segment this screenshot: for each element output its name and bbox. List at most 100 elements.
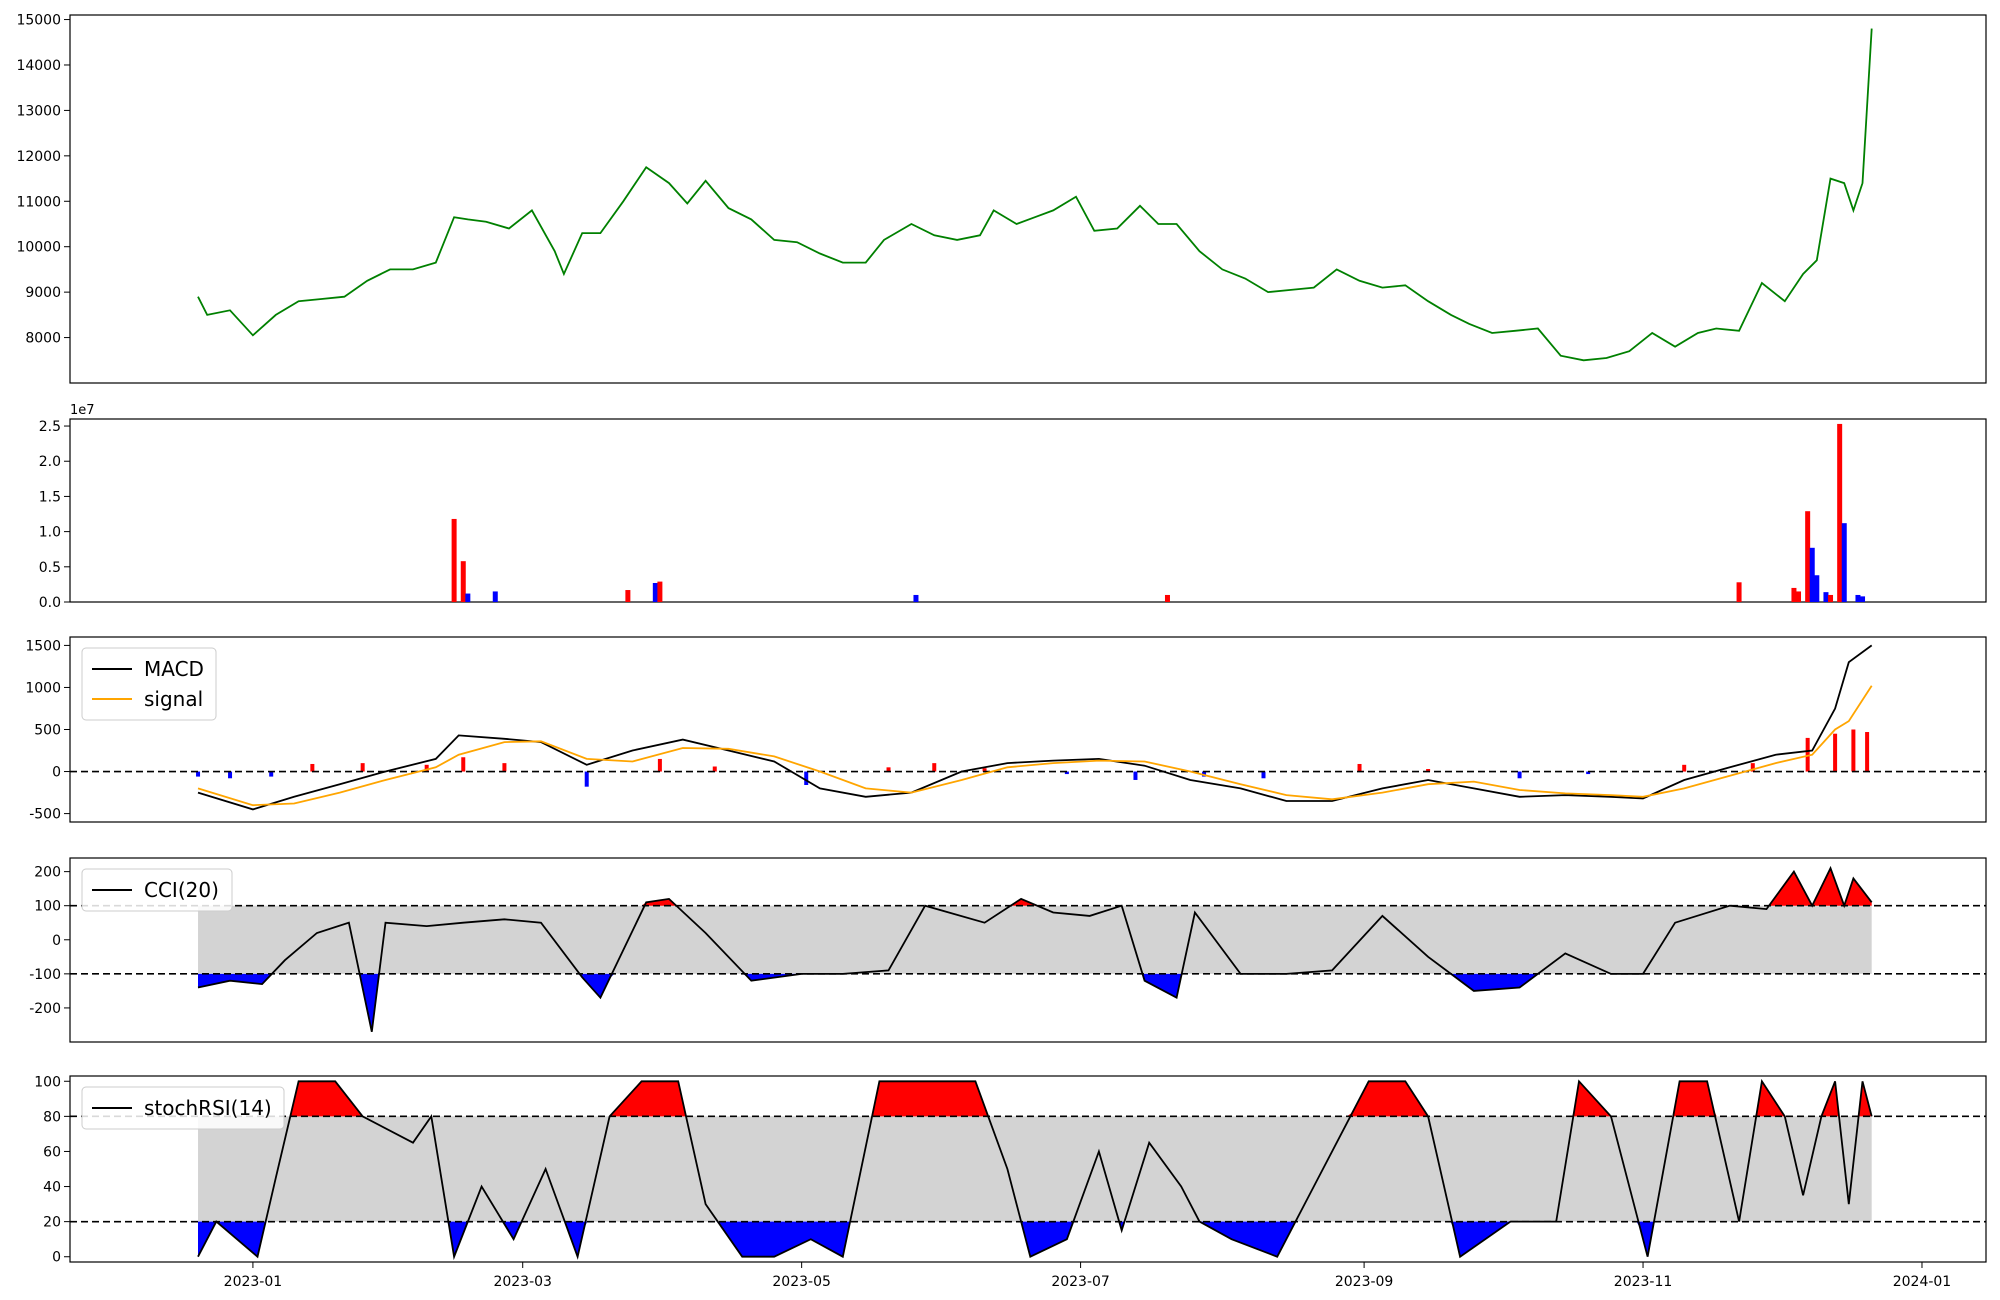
- neutral-band: [198, 905, 1872, 974]
- macd-histogram-bar: [982, 768, 987, 772]
- macd-histogram-bar: [228, 771, 233, 779]
- cci-panel: -200 -100 0 100 200 CCI(20): [29, 857, 1987, 1043]
- plot-frame: [69, 636, 1987, 823]
- macd-histogram-bar: [932, 763, 937, 772]
- y-tick-label: 100: [34, 899, 61, 915]
- macd-histogram-bar: [886, 767, 891, 772]
- macd-panel: -500 0 500 1000 1500 MACD signal: [25, 636, 1987, 823]
- macd-line: [197, 644, 1873, 811]
- y-tick-label: 14000: [16, 58, 61, 74]
- stochrsi-panel: 0 20 40 60 80 100 stochRSI(14): [34, 1074, 1987, 1266]
- volume-bar: [1796, 591, 1802, 602]
- volume-bar: [460, 561, 466, 602]
- x-tick-label: 2023-01: [224, 1274, 283, 1290]
- y-tick-label: 0: [52, 765, 61, 781]
- price-line: [197, 28, 1873, 362]
- volume-bar: [1809, 547, 1815, 602]
- y-tick-label: 1.0: [39, 525, 61, 541]
- macd-histogram-bar: [269, 771, 274, 777]
- indicator-line: [197, 865, 1873, 1032]
- y-tick-label: -100: [29, 967, 61, 983]
- macd-histogram-bar: [502, 763, 507, 772]
- macd-histogram-bar: [712, 766, 717, 772]
- macd-histogram-bar: [310, 763, 315, 772]
- volume-bar: [1855, 594, 1861, 602]
- legend-label: signal: [144, 687, 203, 711]
- plot-frame: [69, 857, 1987, 1043]
- x-tick-label: 2023-09: [1335, 1274, 1394, 1290]
- oversold-fill: [198, 1221, 1872, 1257]
- legend-box: [81, 868, 233, 912]
- volume-bar: [1823, 592, 1829, 602]
- macd-histogram-bar: [461, 757, 466, 772]
- macd-histogram-bar: [584, 771, 589, 787]
- macd-histogram-bar: [1833, 733, 1838, 772]
- volume-bar: [913, 594, 919, 602]
- volume-bar: [1814, 575, 1820, 602]
- y-tick-label: 1500: [25, 638, 61, 654]
- y-tick-label: 80: [43, 1109, 61, 1125]
- macd-histogram-bar: [424, 764, 429, 772]
- volume-bar: [1164, 594, 1170, 602]
- macd-histogram-bar: [1261, 771, 1266, 779]
- y-tick-label: 20: [43, 1215, 61, 1231]
- volume-bar: [1837, 423, 1843, 602]
- x-tick-label: 2023-07: [1051, 1274, 1110, 1290]
- y-tick-label: 0: [52, 933, 61, 949]
- legend-box: [81, 1086, 285, 1130]
- signal-line: [197, 685, 1873, 807]
- y-tick-label: 0.5: [39, 560, 61, 576]
- y-tick-label: 100: [34, 1074, 61, 1090]
- plot-frame: [69, 1075, 1987, 1263]
- y-tick-label: 0: [52, 1250, 61, 1266]
- legend-box: [81, 647, 217, 721]
- indicator-line: [197, 1078, 1873, 1261]
- legend-label: CCI(20): [144, 878, 219, 902]
- macd-histogram-bar: [657, 758, 662, 772]
- legend-label: stochRSI(14): [144, 1096, 272, 1120]
- macd-histogram-bar: [804, 771, 809, 785]
- y-tick-label: 200: [34, 865, 61, 881]
- plot-frame: [69, 14, 1987, 384]
- y-tick-label: 500: [34, 723, 61, 739]
- y-tick-label: 60: [43, 1144, 61, 1160]
- y-tick-label: 12000: [16, 149, 61, 165]
- y-tick-label: 2.5: [39, 419, 61, 435]
- y-tick-label: 13000: [16, 103, 61, 119]
- neutral-band: [198, 1116, 1872, 1222]
- y-tick-label: 2.0: [39, 454, 61, 470]
- macd-histogram-bar: [196, 771, 201, 777]
- volume-bar: [1805, 511, 1811, 602]
- volume-bar: [451, 518, 457, 602]
- macd-histogram-bar: [1750, 763, 1755, 772]
- y-tick-label: 10000: [16, 240, 61, 256]
- y-tick-label: 15000: [16, 13, 61, 29]
- y-tick-label: 1.5: [39, 489, 61, 505]
- volume-bar: [465, 593, 471, 602]
- macd-histogram-bar: [1851, 729, 1856, 772]
- overbought-fill: [198, 1081, 1872, 1117]
- oversold-fill: [198, 973, 1872, 1032]
- plot-frame: [69, 418, 1987, 603]
- volume-bar: [652, 582, 658, 602]
- volume-bar: [492, 591, 498, 602]
- macd-histogram-bar: [1064, 771, 1069, 775]
- y-tick-label: 40: [43, 1180, 61, 1196]
- y-tick-label: 0.0: [39, 595, 61, 611]
- y-tick-label: 8000: [25, 331, 61, 347]
- macd-histogram-bar: [1865, 732, 1870, 772]
- volume-panel: 1e7 0.0 0.5 1.0 1.5 2.0 2.5: [39, 403, 1987, 611]
- volume-multiplier-label: 1e7: [70, 403, 95, 418]
- price-panel: 8000 9000 10000 11000 12000 13000 14000 15000: [16, 13, 1987, 384]
- macd-histogram-bar: [1426, 769, 1431, 772]
- macd-histogram-bar: [360, 763, 365, 772]
- y-tick-label: -500: [29, 807, 61, 823]
- y-tick-label: -200: [29, 1001, 61, 1017]
- volume-bar: [1828, 594, 1834, 602]
- macd-histogram-bar: [1357, 763, 1362, 772]
- macd-histogram-bar: [1805, 737, 1810, 772]
- volume-bar: [1791, 587, 1797, 602]
- y-tick-label: 11000: [16, 194, 61, 210]
- volume-bar: [625, 590, 631, 602]
- macd-histogram-bar: [1682, 764, 1687, 772]
